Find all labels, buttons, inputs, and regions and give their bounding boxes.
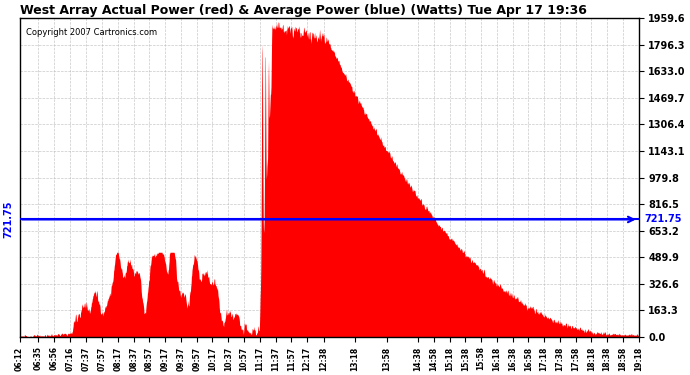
Text: 721.75: 721.75 [3, 201, 13, 238]
Text: 721.75: 721.75 [644, 214, 682, 225]
Text: West Array Actual Power (red) & Average Power (blue) (Watts) Tue Apr 17 19:36: West Array Actual Power (red) & Average … [19, 4, 586, 17]
Text: Copyright 2007 Cartronics.com: Copyright 2007 Cartronics.com [26, 28, 157, 37]
